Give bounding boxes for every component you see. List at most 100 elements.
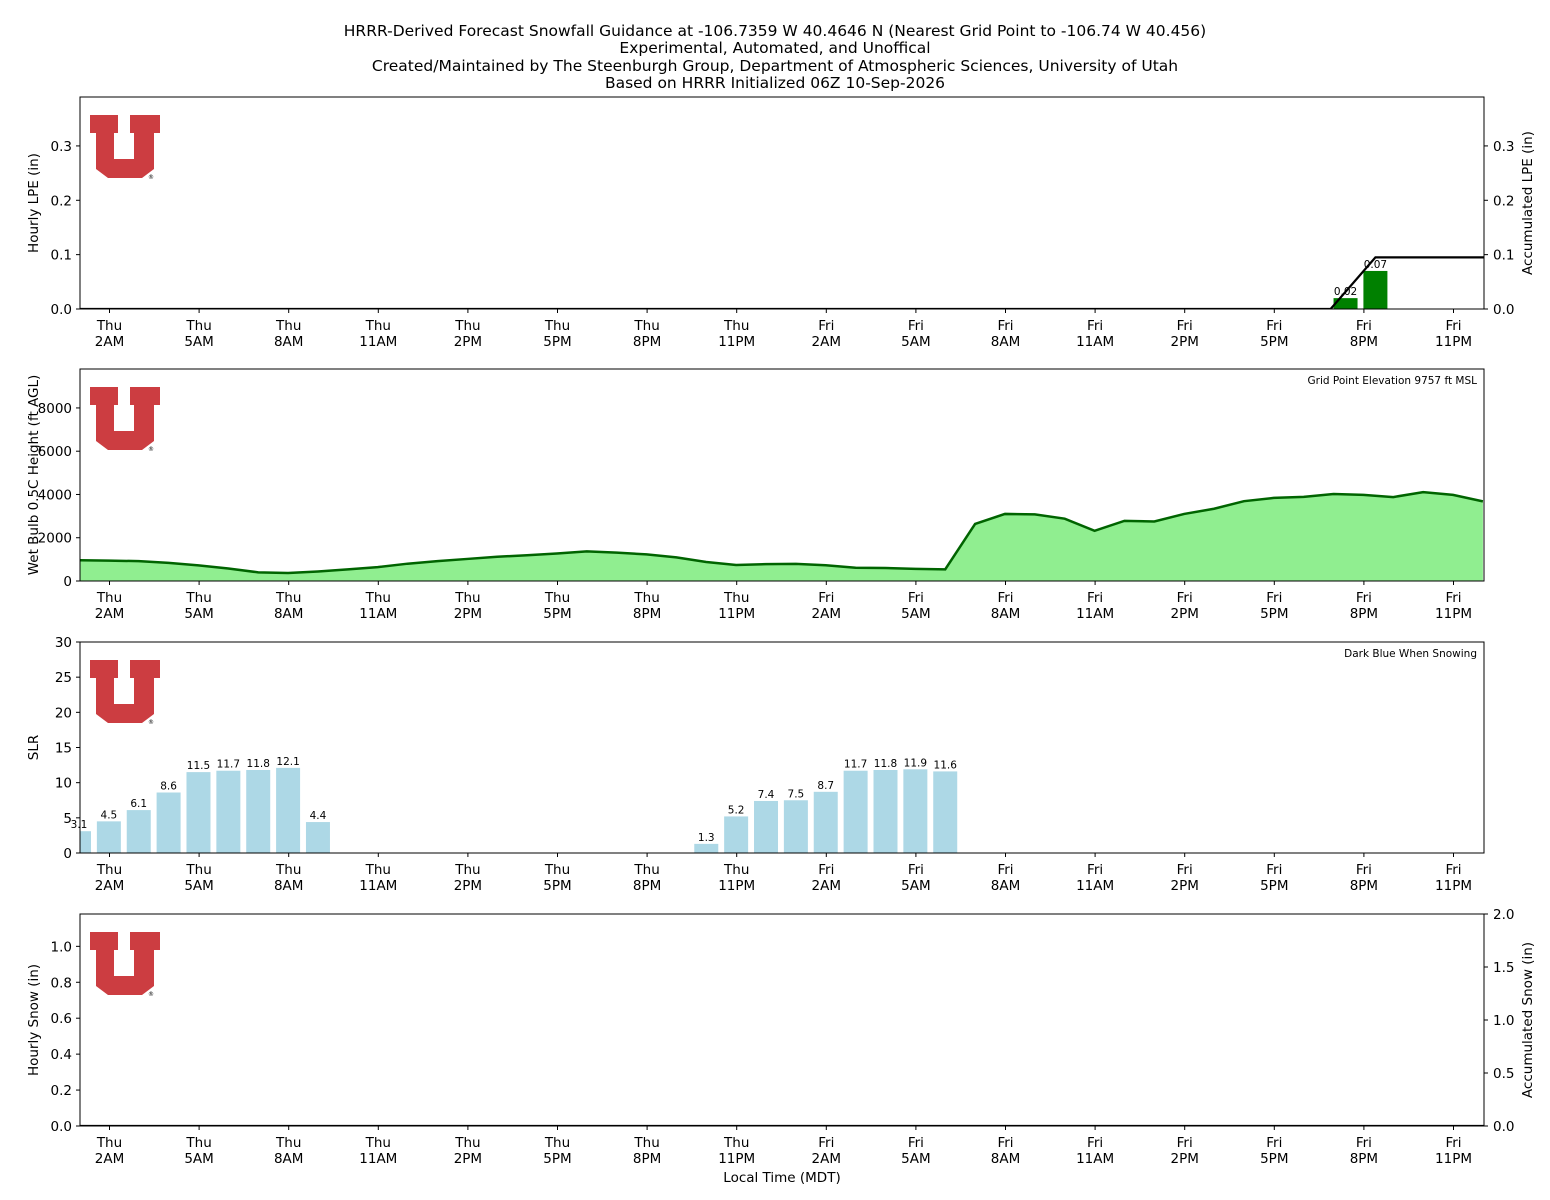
title-line-2: Experimental, Automated, and Unoffical	[619, 39, 930, 57]
x-tick-time: 2PM	[1171, 878, 1199, 894]
x-tick-time: 8AM	[991, 606, 1020, 622]
x-tick-time: 11AM	[359, 1151, 397, 1167]
y-tick-label: 0.0	[51, 1119, 72, 1135]
y2-tick-label: 1.5	[1493, 960, 1514, 976]
x-tick-time: 5PM	[1260, 606, 1288, 622]
x-tick-time: 2AM	[95, 606, 124, 622]
lpe-bar-label: 0.07	[1364, 259, 1387, 271]
x-tick-day: Fri	[908, 318, 924, 334]
slr-bar	[783, 800, 808, 853]
y2-tick-label: 1.0	[1493, 1013, 1514, 1029]
x-tick-time: 8AM	[274, 878, 303, 894]
x-tick-time: 2PM	[1171, 334, 1199, 350]
x-tick-day: Fri	[1445, 590, 1461, 606]
y-tick-label: 5	[63, 811, 72, 827]
x-tick-time: 8AM	[991, 334, 1020, 350]
y-tick-label: 10	[55, 776, 72, 792]
x-tick-day: Fri	[1356, 590, 1372, 606]
lpe-bar	[1363, 270, 1388, 309]
x-tick-day: Thu	[96, 590, 122, 606]
title-line-3: Created/Maintained by The Steenburgh Gro…	[372, 57, 1178, 75]
x-tick-day: Fri	[997, 862, 1013, 878]
slr-bar	[216, 770, 241, 853]
x-tick-day: Thu	[185, 1135, 211, 1151]
x-tick-day: Fri	[1356, 318, 1372, 334]
x-tick-day: Fri	[997, 1135, 1013, 1151]
title-line-1: HRRR-Derived Forecast Snowfall Guidance …	[344, 22, 1206, 40]
logo-registered-mark: ®	[148, 991, 154, 998]
x-tick-day: Fri	[908, 862, 924, 878]
slr-bar	[903, 769, 928, 853]
axes-frame	[79, 913, 1485, 1127]
university-of-utah-logo: ®	[90, 932, 160, 998]
x-tick-day: Fri	[1356, 862, 1372, 878]
university-of-utah-logo: ®	[90, 115, 160, 181]
x-tick-time: 11AM	[1076, 1151, 1114, 1167]
y-tick-label: 1.0	[51, 939, 72, 955]
x-tick-time: 5AM	[184, 878, 213, 894]
y-tick-label: 0	[63, 846, 72, 862]
y-tick-label: 0	[63, 574, 72, 590]
slr-panel: ® 3.1 4.5 6.1 8.6 11.5 11.7 11.8 12.1 4.4 1.3 5.2 7.…	[26, 635, 1485, 894]
x-tick-day: Thu	[185, 862, 211, 878]
slr-bar-label: 11.8	[247, 758, 270, 770]
logo-block-u	[90, 387, 160, 450]
logo-block-u	[90, 660, 160, 723]
logo-registered-mark: ®	[148, 174, 154, 181]
x-tick-day: Thu	[723, 862, 749, 878]
y-tick-label: 0.2	[51, 1083, 72, 1099]
x-tick-time: 8PM	[633, 606, 661, 622]
accumulated-line	[80, 256, 1484, 309]
logo-registered-mark: ®	[148, 719, 154, 726]
x-tick-day: Fri	[1445, 862, 1461, 878]
y-tick-label: 20	[55, 705, 72, 721]
x-tick-time: 2PM	[454, 1151, 482, 1167]
x-tick-time: 5PM	[1260, 878, 1288, 894]
y-tick-label: 30	[55, 635, 72, 651]
panel-annotation: Dark Blue When Snowing	[1344, 648, 1477, 660]
x-tick-time: 11AM	[1076, 334, 1114, 350]
y-tick-label: 0.0	[51, 302, 72, 318]
panel-annotation: Grid Point Elevation 9757 ft MSL	[1308, 375, 1478, 387]
slr-bar	[694, 843, 719, 853]
x-tick-day: Thu	[633, 862, 659, 878]
logo-block-u	[90, 932, 160, 995]
slr-bar-label: 8.6	[160, 781, 177, 793]
slr-bar-label: 11.5	[187, 760, 210, 772]
y2-tick-label: 2.0	[1493, 907, 1514, 923]
x-tick-time: 8AM	[274, 334, 303, 350]
x-tick-time: 8PM	[1350, 1151, 1378, 1167]
slr-bar-label: 7.5	[788, 788, 805, 800]
x-tick-day: Fri	[1177, 590, 1193, 606]
y2-axis-label: Accumulated Snow (in)	[1520, 942, 1536, 1098]
x-tick-day: Fri	[1445, 318, 1461, 334]
x-tick-day: Fri	[818, 862, 834, 878]
wetbulb-panel: ®02000400060008000Thu2AMThu5AMThu8AMThu1…	[26, 368, 1485, 622]
y2-tick-label: 0.5	[1493, 1066, 1514, 1082]
slr-bar-label: 11.7	[844, 759, 867, 771]
lpe-bar	[1333, 298, 1358, 309]
x-tick-time: 8PM	[633, 334, 661, 350]
x-tick-day: Thu	[275, 318, 301, 334]
x-tick-time: 8AM	[274, 1151, 303, 1167]
x-tick-day: Fri	[908, 1135, 924, 1151]
x-tick-day: Fri	[997, 590, 1013, 606]
slr-bar-label: 5.2	[728, 804, 745, 816]
slr-bar-label: 6.1	[130, 798, 147, 810]
x-tick-time: 2PM	[454, 334, 482, 350]
x-tick-time: 2PM	[1171, 1151, 1199, 1167]
x-tick-day: Thu	[544, 318, 570, 334]
slr-bar	[754, 800, 779, 853]
x-tick-day: Thu	[454, 862, 480, 878]
y-axis-label: SLR	[26, 735, 42, 760]
y-tick-label: 6000	[38, 444, 72, 460]
lpe-panel: ®0.020.070.00.10.20.30.00.10.20.3Thu2AMT…	[26, 96, 1536, 350]
x-tick-day: Thu	[365, 590, 391, 606]
x-tick-day: Fri	[1266, 318, 1282, 334]
x-tick-time: 2AM	[812, 334, 841, 350]
x-tick-day: Thu	[185, 318, 211, 334]
x-tick-day: Fri	[997, 318, 1013, 334]
slr-bar-label: 12.1	[276, 756, 299, 768]
university-of-utah-logo: ®	[90, 660, 160, 726]
